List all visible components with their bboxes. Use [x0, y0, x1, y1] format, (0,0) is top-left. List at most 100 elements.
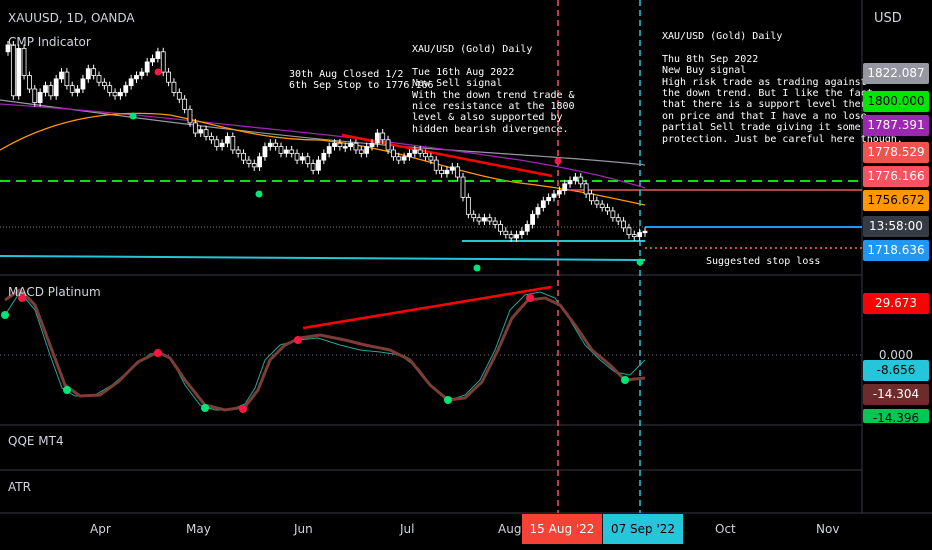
candle-body[interactable] — [225, 136, 230, 144]
candle-body[interactable] — [230, 136, 236, 151]
candle-body[interactable] — [316, 159, 321, 171]
candle-body[interactable] — [401, 156, 407, 161]
candle-body[interactable] — [396, 156, 402, 161]
candle-body[interactable] — [48, 85, 54, 97]
candle-body[interactable] — [278, 146, 284, 154]
candle-body[interactable] — [273, 142, 279, 147]
candle-body[interactable] — [187, 108, 193, 124]
candle-body[interactable] — [16, 47, 22, 97]
macd-buy-dot[interactable] — [201, 404, 209, 412]
candle-body[interactable] — [144, 61, 150, 73]
candle-body[interactable] — [374, 132, 380, 144]
candle-body[interactable] — [310, 163, 316, 171]
candle-body[interactable] — [562, 183, 568, 191]
candle-body[interactable] — [540, 200, 546, 208]
candle-body[interactable] — [107, 85, 113, 93]
candle-body[interactable] — [546, 196, 552, 202]
candle-body[interactable] — [32, 88, 38, 103]
candle-body[interactable] — [476, 217, 482, 222]
candle-body[interactable] — [209, 136, 214, 141]
macd-buy-dot[interactable] — [444, 396, 452, 404]
candle-body[interactable] — [262, 146, 268, 158]
candle-body[interactable] — [583, 183, 589, 195]
candle-body[interactable] — [69, 85, 75, 93]
candle-body[interactable] — [637, 232, 643, 238]
candle-body[interactable] — [487, 217, 493, 222]
candle-body[interactable] — [417, 149, 423, 154]
candle-body[interactable] — [43, 85, 48, 93]
sell-date-tag[interactable]: 15 Aug '22 — [522, 514, 602, 544]
candle-body[interactable] — [294, 152, 300, 161]
candle-body[interactable] — [139, 71, 145, 76]
candle-body[interactable] — [80, 78, 86, 90]
candle-body[interactable] — [171, 81, 177, 93]
candle-body[interactable] — [449, 166, 455, 171]
candle-body[interactable] — [321, 152, 327, 161]
candle-body[interactable] — [626, 227, 632, 236]
candle-body[interactable] — [37, 92, 43, 103]
macd-pane-label[interactable]: MACD Platinum — [8, 285, 101, 299]
macd-sell-dot[interactable] — [294, 336, 302, 344]
annotation-stop-loss[interactable]: Suggested stop loss — [706, 256, 821, 267]
macd-buy-dot[interactable] — [63, 386, 71, 394]
candle-body[interactable] — [465, 196, 471, 215]
candle-body[interactable] — [385, 139, 391, 151]
candle-body[interactable] — [444, 169, 450, 175]
candle-body[interactable] — [192, 122, 198, 134]
candle-body[interactable] — [219, 142, 225, 147]
symbol-title[interactable]: XAUUSD, 1D, OANDA — [8, 11, 135, 25]
candle-body[interactable] — [358, 149, 364, 154]
candle-body[interactable] — [508, 234, 514, 239]
candle-body[interactable] — [257, 156, 262, 168]
candle-body[interactable] — [610, 210, 616, 219]
candle-body[interactable] — [235, 149, 241, 154]
candle-body[interactable] — [599, 203, 605, 208]
candle-body[interactable] — [433, 159, 439, 171]
candle-body[interactable] — [246, 159, 252, 164]
candle-body[interactable] — [241, 152, 246, 161]
candle-body[interactable] — [91, 68, 97, 76]
candle-body[interactable] — [112, 92, 118, 97]
candle-body[interactable] — [391, 149, 396, 158]
indicator-label[interactable]: CMP Indicator — [8, 35, 91, 49]
candle-body[interactable] — [337, 142, 343, 147]
annotation-sep8[interactable]: XAU/USD (Gold) Daily Thu 8th Sep 2022 Ne… — [662, 31, 903, 145]
candle-body[interactable] — [573, 176, 578, 181]
candle-body[interactable] — [85, 68, 91, 80]
candle-body[interactable] — [123, 85, 129, 93]
candle-body[interactable] — [439, 169, 444, 175]
candle-body[interactable] — [155, 51, 161, 59]
candle-body[interactable] — [75, 88, 80, 93]
candle-body[interactable] — [150, 58, 155, 63]
candle-body[interactable] — [631, 234, 637, 238]
candle-body[interactable] — [305, 156, 311, 164]
buy-dot[interactable] — [129, 112, 137, 120]
candle-body[interactable] — [27, 75, 32, 90]
candle-body[interactable] — [551, 193, 557, 198]
candle-body[interactable] — [578, 176, 584, 185]
candle-body[interactable] — [348, 142, 353, 147]
candle-body[interactable] — [412, 149, 418, 154]
candle-body[interactable] — [64, 71, 70, 87]
candle-body[interactable] — [364, 146, 370, 154]
candle-body[interactable] — [59, 71, 64, 80]
candle-body[interactable] — [5, 44, 11, 53]
qqe-pane-label[interactable]: QQE MT4 — [8, 434, 64, 448]
candle-body[interactable] — [101, 81, 107, 87]
candle-body[interactable] — [128, 78, 134, 87]
candle-body[interactable] — [53, 78, 59, 97]
candle-body[interactable] — [96, 75, 102, 83]
candle-body[interactable] — [332, 142, 337, 147]
buy-dot[interactable] — [473, 264, 481, 272]
candle-body[interactable] — [203, 129, 209, 137]
candle-body[interactable] — [342, 146, 348, 149]
sell-dot[interactable] — [154, 68, 162, 76]
candle-body[interactable] — [289, 149, 295, 154]
candle-body[interactable] — [556, 190, 562, 195]
macd-sell-dot[interactable] — [154, 349, 162, 357]
candle-body[interactable] — [353, 142, 359, 151]
candle-body[interactable] — [605, 207, 610, 212]
candle-body[interactable] — [118, 92, 123, 97]
trendline-red-macd[interactable] — [302, 285, 552, 330]
